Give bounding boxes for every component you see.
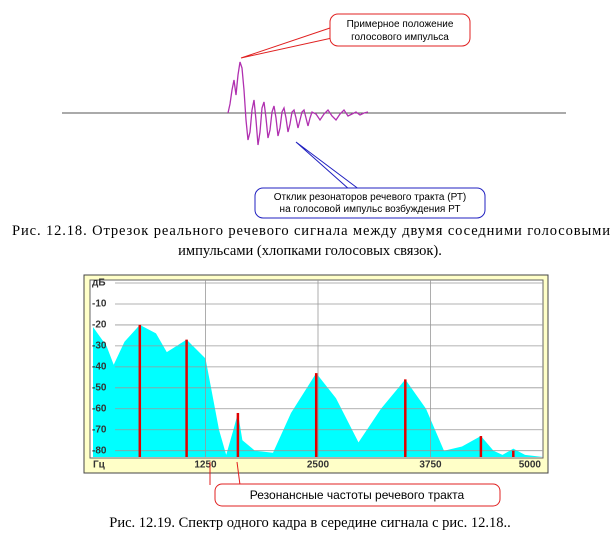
y-tick-label: -30 bbox=[92, 341, 107, 352]
callout-box bbox=[214, 483, 501, 507]
callout-box bbox=[254, 187, 486, 219]
waveform bbox=[227, 61, 369, 146]
y-tick-label: -10 bbox=[92, 299, 107, 310]
y-tick-label: дБ bbox=[92, 278, 106, 289]
y-tick-label: -20 bbox=[92, 320, 107, 331]
callout-box bbox=[329, 13, 471, 47]
x-tick-label: Гц bbox=[93, 460, 106, 471]
y-tick-label: -60 bbox=[92, 403, 107, 414]
pointer bbox=[240, 27, 333, 59]
pointer bbox=[236, 461, 241, 486]
callout-text: Резонансные частоты речевого тракта bbox=[250, 488, 465, 502]
y-tick-label: -40 bbox=[92, 361, 107, 372]
callout-text: голосового импульса bbox=[351, 32, 449, 43]
callout-text: на голосовой импульс возбуждения РТ bbox=[280, 203, 461, 215]
y-tick-label: -50 bbox=[92, 382, 107, 393]
x-tick-label: 5000 bbox=[519, 460, 542, 471]
x-tick-label: 3750 bbox=[419, 460, 442, 471]
y-tick-label: -70 bbox=[92, 424, 107, 435]
callout-text: Отклик резонаторов речевого тракта (РТ) bbox=[274, 192, 467, 203]
x-tick-label: 1250 bbox=[194, 460, 217, 471]
pointer bbox=[295, 141, 362, 191]
caption: Рис. 12.18. Отрезок реального речевого с… bbox=[12, 223, 610, 239]
caption: импульсами (хлопками голосовых связок). bbox=[178, 243, 442, 259]
y-tick-label: -80 bbox=[92, 445, 107, 456]
callout-text: Примерное положение bbox=[347, 19, 454, 30]
x-tick-label: 2500 bbox=[307, 460, 330, 471]
spectrum-chart: дБ -10 -20 -30 -40 -50 -60 -70 -80 Гц 1250 2500 3750… bbox=[92, 278, 543, 471]
caption: Рис. 12.19. Спектр одного кадра в середи… bbox=[109, 515, 511, 531]
